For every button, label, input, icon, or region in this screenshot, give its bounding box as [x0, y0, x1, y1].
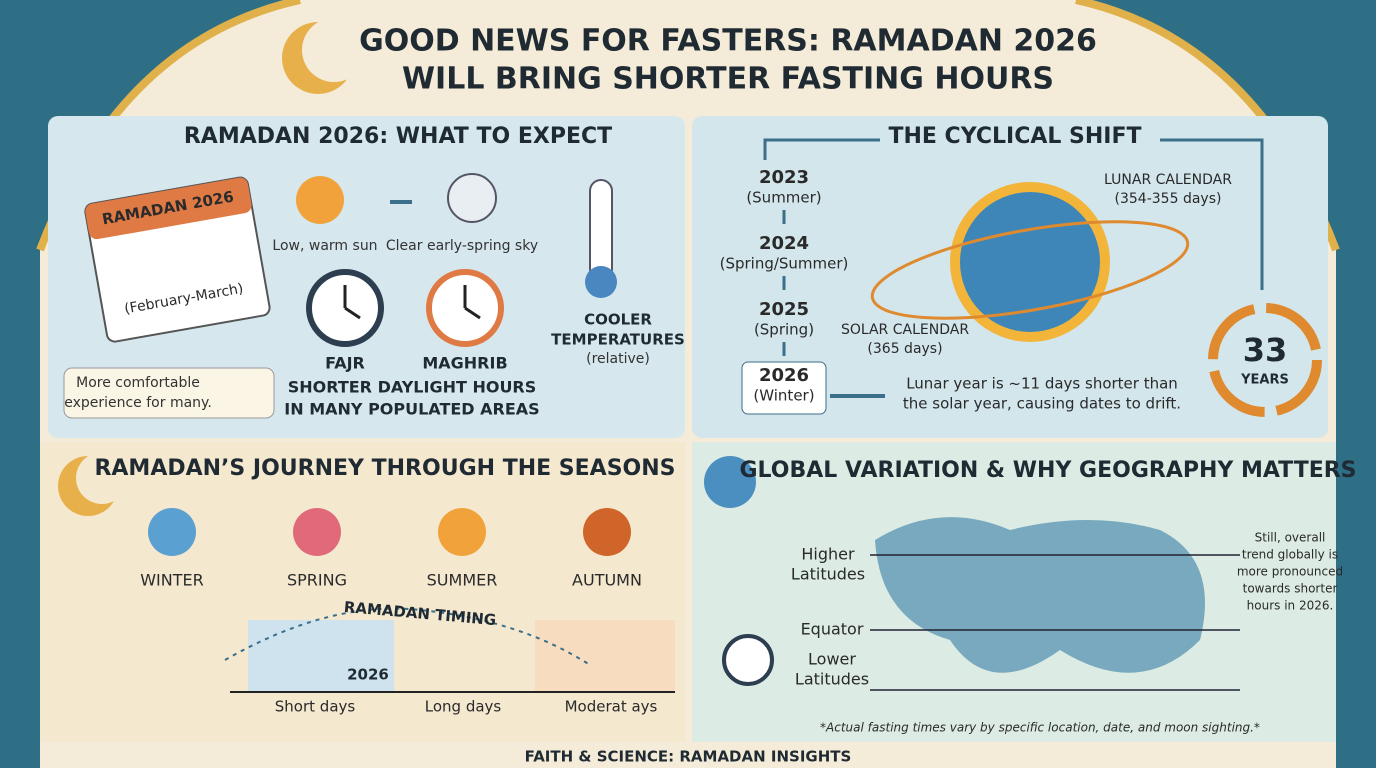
solar-text: (365 days) — [867, 341, 942, 357]
temperature-text: COOLER — [584, 311, 652, 329]
crescent-cut — [76, 452, 128, 504]
comfort-text: More comfortable — [76, 375, 200, 391]
sun-icon — [296, 176, 344, 224]
equator-text: Equator — [801, 620, 864, 639]
clock-icon — [722, 634, 774, 686]
right-arch — [1076, 0, 1376, 768]
geography-note-line: Still, overall — [1255, 531, 1326, 545]
panel-title: RAMADAN’S JOURNEY THROUGH THE SEASONS — [94, 456, 675, 481]
higher-text: Latitudes — [791, 565, 865, 584]
timeline-season: (Summer) — [746, 189, 821, 207]
footer-band — [440, 744, 936, 768]
day-length: Moderat ays — [565, 698, 658, 716]
daylight-text: IN MANY POPULATED AREAS — [284, 400, 539, 419]
temperature-text: TEMPERATURES — [551, 331, 685, 349]
season-name: WINTER — [140, 571, 204, 590]
panel-title: RAMADAN 2026: WHAT TO EXPECT — [184, 124, 612, 149]
timing-year: 2026 — [347, 666, 389, 684]
winter-highlight — [248, 620, 394, 692]
timeline: 2023(Summer) 2024(Spring/Summer) 2025(Spri… — [720, 167, 849, 415]
geography-note-line: towards shorter — [1243, 582, 1338, 596]
world-map — [875, 517, 1205, 673]
calendar: RAMADAN 2026 (February-March) — [84, 176, 271, 343]
timeline-season: (Winter) — [753, 387, 814, 405]
geography-note-line: hours in 2026. — [1247, 599, 1334, 613]
temperature-text: (relative) — [586, 351, 650, 367]
lower-text: Latitudes — [795, 670, 869, 689]
fajr-label: FAJR — [325, 354, 365, 373]
panel-title: THE CYCLICAL SHIFT — [888, 124, 1141, 149]
panel-title: GLOBAL VARIATION & WHY GEOGRAPHY MATTERS — [739, 458, 1356, 483]
lunar-text: LUNAR CALENDAR — [1104, 172, 1232, 188]
day-length: Long days — [425, 698, 502, 716]
lower-text: Lower — [808, 650, 856, 669]
thermometer-bulb — [585, 266, 617, 298]
calendar-header — [85, 177, 252, 240]
comfort-box — [63, 367, 275, 419]
shift-note: the solar year, causing dates to drift. — [903, 395, 1181, 413]
season-name: AUTUMN — [572, 571, 642, 590]
geography-note: Still, overall trend globally is more pron… — [1237, 531, 1343, 613]
seasons-row: WINTER SPRING SUMMER AUTUMN — [140, 508, 642, 590]
caption: Clear early-spring sky — [386, 238, 538, 254]
comfort-text: experience for many. — [64, 395, 212, 411]
caption: Low, warm sun — [272, 238, 377, 254]
season-name: SPRING — [287, 571, 347, 590]
cycle-number: 33 — [1243, 331, 1288, 369]
geography-note-line: trend globally is — [1242, 548, 1338, 562]
timeline-season: (Spring) — [754, 321, 814, 339]
moon-icon — [447, 173, 497, 223]
season-icon — [148, 508, 196, 556]
season-name: SUMMER — [427, 571, 498, 590]
cycle-unit: YEARS — [1240, 373, 1289, 388]
timeline-season: (Spring/Summer) — [720, 255, 849, 273]
timeline-year: 2025 — [759, 299, 809, 320]
timeline-box — [741, 361, 827, 415]
thermometer — [589, 179, 613, 281]
maghrib-label: MAGHRIB — [422, 354, 507, 373]
season-icon — [438, 508, 486, 556]
geography-note-line: more pronounced — [1237, 565, 1343, 579]
timeline-year: 2023 — [759, 167, 809, 188]
left-arch — [0, 0, 300, 768]
crescent-cut — [302, 18, 366, 82]
footnote: *Actual fasting times vary by specific l… — [820, 721, 1260, 735]
clock-hands — [343, 285, 481, 320]
timeline-year: 2026 — [759, 365, 809, 386]
cycle-arrow — [763, 138, 1264, 290]
shift-note: Lunar year is ~11 days shorter than — [906, 375, 1178, 393]
season-icon — [583, 508, 631, 556]
orbit — [870, 220, 1190, 320]
season-icon — [293, 508, 341, 556]
title-line: WILL BRING SHORTER FASTING HOURS — [402, 62, 1054, 97]
timeline-year: 2024 — [759, 233, 809, 254]
earth — [960, 192, 1100, 332]
solar-text: SOLAR CALENDAR — [841, 322, 969, 338]
higher-text: Higher — [801, 545, 855, 564]
footer-text: FAITH & SCIENCE: RAMADAN INSIGHTS — [525, 748, 852, 766]
title-line: GOOD NEWS FOR FASTERS: RAMADAN 2026 — [359, 24, 1097, 59]
cycle-ring — [1208, 303, 1322, 417]
day-lengths: Short days Long days Moderat ays — [275, 698, 658, 716]
autumn-highlight — [535, 620, 675, 692]
day-length: Short days — [275, 698, 356, 716]
lunar-text: (354-355 days) — [1115, 191, 1222, 207]
latitude-lines — [870, 554, 1240, 691]
daylight-text: SHORTER DAYLIGHT HOURS — [288, 378, 537, 397]
globe-icon — [704, 456, 756, 508]
